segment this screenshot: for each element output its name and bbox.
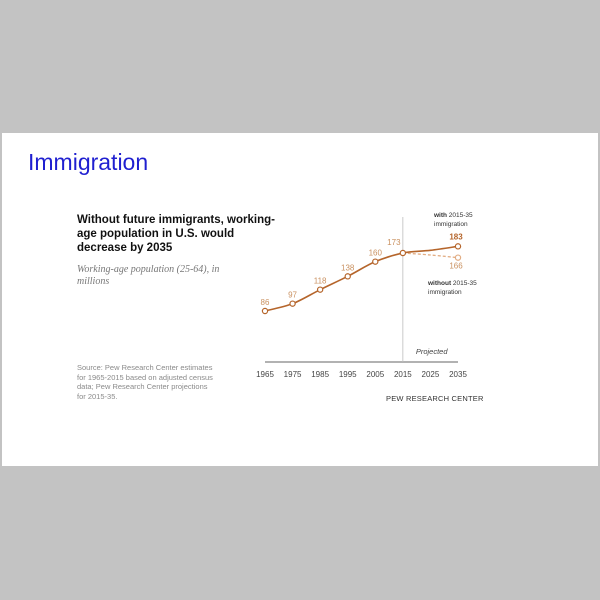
series-line-without xyxy=(402,252,459,259)
data-label: 166 xyxy=(449,262,463,271)
source-line: for 2015-35. xyxy=(77,391,118,401)
legend-without-line2: immigration xyxy=(428,289,462,296)
source-line: for 1965-2015 based on adjusted census xyxy=(77,372,213,382)
x-tick-label: 1995 xyxy=(339,370,357,379)
x-tick-label: 1985 xyxy=(311,370,329,379)
source-note: Source: Pew Research Center estimates fo… xyxy=(77,363,237,401)
x-tick-label: 2015 xyxy=(394,370,412,379)
x-tick-label: 2035 xyxy=(449,370,467,379)
data-point xyxy=(344,273,351,280)
data-label: 86 xyxy=(261,298,270,307)
x-tick-label: 1965 xyxy=(256,370,274,379)
source-line: Source: Pew Research Center estimates xyxy=(77,363,213,372)
source-line: data; Pew Research Center projections xyxy=(77,382,208,391)
chart-title: Without future immigrants, working-age p… xyxy=(77,214,275,254)
data-label: 173 xyxy=(387,238,401,247)
data-label: 160 xyxy=(369,249,383,258)
x-tick-label: 2025 xyxy=(422,370,440,379)
data-point xyxy=(316,286,324,293)
slide-title: Immigration xyxy=(28,149,149,175)
data-point xyxy=(454,254,462,261)
credit-label: PEW RESEARCH CENTER xyxy=(386,394,484,403)
data-label: 138 xyxy=(341,263,355,272)
x-tick-label: 2005 xyxy=(366,370,384,379)
data-label: 97 xyxy=(288,291,297,300)
data-point xyxy=(289,300,296,307)
legend-with: with 2015-35 xyxy=(433,212,473,219)
data-point xyxy=(454,243,462,250)
x-tick-label: 1975 xyxy=(284,370,302,379)
data-label: 183 xyxy=(449,232,463,241)
data-point xyxy=(399,249,407,257)
legend-without: without 2015-35 xyxy=(427,280,477,287)
chart-subtitle: Working-age population (25-64), in milli… xyxy=(77,264,220,287)
projected-label: Projected xyxy=(416,347,449,356)
data-point xyxy=(372,258,379,265)
data-point xyxy=(261,307,269,315)
legend-with-line2: immigration xyxy=(434,221,468,228)
slide: Immigration Without future immigrants, w… xyxy=(2,133,598,466)
line-chart: Projected 1965 1975 1985 1995 2005 2015 2025 203… xyxy=(256,212,484,403)
data-label: 118 xyxy=(314,277,327,286)
